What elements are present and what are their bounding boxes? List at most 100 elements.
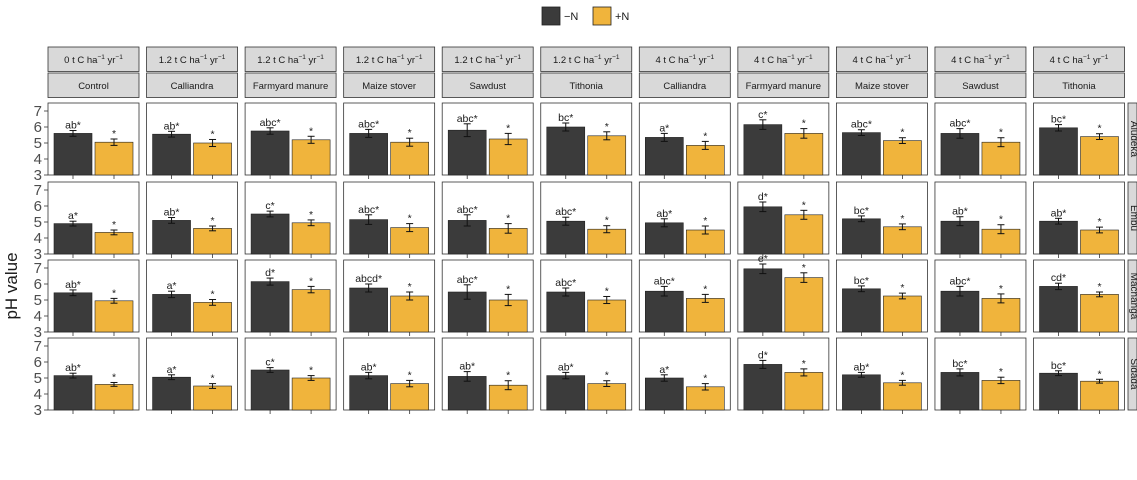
significance-label: * — [408, 281, 412, 293]
bar-minusN — [940, 372, 980, 411]
strip-rate-bg — [836, 46, 928, 72]
significance-label: * — [1097, 123, 1101, 135]
strip-treatment-label: Farmyard manure — [746, 81, 822, 92]
y-tick-label: 7 — [34, 103, 42, 120]
strip-site-label: Aludeka — [1128, 121, 1137, 158]
bar-minusN — [644, 377, 684, 411]
bar-minusN — [53, 223, 93, 255]
significance-label: * — [999, 283, 1003, 295]
bar-minusN — [349, 375, 388, 411]
bar-plusN — [587, 299, 627, 333]
y-tick-label: 6 — [34, 119, 42, 136]
strip-site-bg — [1127, 337, 1137, 411]
strip-treatment-label: Tithonia — [1062, 81, 1096, 92]
significance-label: ab* — [854, 361, 870, 373]
legend: −N +N — [541, 6, 629, 26]
bar-minusN — [1039, 372, 1078, 411]
significance-label: ab* — [164, 120, 180, 132]
bar-minusN — [743, 364, 783, 411]
significance-label: abc* — [851, 119, 872, 131]
strip-treatment-bg — [244, 72, 337, 98]
significance-label: d* — [758, 191, 768, 203]
bar-plusN — [1080, 229, 1119, 255]
significance-label: ab* — [65, 362, 81, 374]
significance-label: abc* — [260, 117, 281, 129]
significance-label: ab* — [952, 206, 968, 218]
bar-plusN — [193, 142, 232, 176]
significance-label: * — [1097, 216, 1101, 228]
bar-plusN — [94, 141, 134, 176]
significance-label: a* — [659, 122, 669, 134]
significance-label: ab* — [164, 207, 180, 219]
bar-minusN — [447, 376, 487, 411]
strip-treatment-bg — [638, 72, 731, 98]
strip-treatment-label: Sawdust — [469, 81, 506, 92]
strip-rate-bg — [540, 46, 633, 72]
significance-label: ab* — [459, 361, 475, 373]
significance-label: * — [506, 283, 510, 295]
significance-label: ab* — [65, 120, 81, 132]
strip-rate-label: 4 t C ha−1 yr−1 — [1050, 54, 1109, 66]
bar-plusN — [94, 300, 134, 333]
y-tick-label: 6 — [34, 198, 42, 215]
significance-label: abc* — [457, 204, 478, 216]
significance-label: abc* — [654, 275, 675, 287]
significance-label: bc* — [1051, 360, 1066, 372]
bar-minusN — [152, 220, 191, 255]
significance-label: * — [703, 130, 707, 142]
significance-label: abc* — [457, 274, 478, 286]
bar-minusN — [349, 133, 388, 176]
bar-minusN — [644, 290, 684, 333]
bar-minusN — [53, 292, 93, 333]
bar-plusN — [587, 135, 627, 176]
significance-label: * — [802, 262, 806, 274]
strip-rate-bg — [146, 46, 238, 72]
strip-rate-label: 1.2 t C ha−1 yr−1 — [553, 54, 620, 66]
legend-key-1 — [592, 6, 612, 26]
bar-plusN — [784, 372, 824, 411]
significance-label: a* — [659, 364, 669, 376]
strip-treatment-label: Calliandra — [663, 81, 706, 92]
significance-label: abc* — [358, 118, 379, 130]
legend-key-0 — [541, 6, 561, 26]
bar-plusN — [1080, 380, 1119, 411]
significance-label: * — [309, 125, 313, 137]
y-tick-label: 4 — [34, 308, 42, 325]
y-tick-label: 4 — [34, 386, 42, 403]
bar-minusN — [349, 287, 388, 333]
strip-rate-label: 0 t C ha−1 yr−1 — [64, 54, 123, 66]
significance-label: * — [1097, 281, 1101, 293]
significance-label: * — [605, 121, 609, 133]
y-tick-label: 5 — [34, 214, 42, 231]
bar-minusN — [546, 126, 586, 176]
strip-rate-label: 1.2 t C ha−1 yr−1 — [257, 54, 324, 66]
significance-label: * — [211, 128, 215, 140]
significance-label: * — [506, 213, 510, 225]
bar-minusN — [250, 213, 290, 255]
y-tick-label: 6 — [34, 276, 42, 293]
significance-label: * — [999, 366, 1003, 378]
strip-rate-bg — [244, 46, 337, 72]
significance-label: * — [999, 127, 1003, 139]
bar-plusN — [291, 139, 331, 176]
significance-label: * — [703, 373, 707, 385]
significance-label: * — [900, 127, 904, 139]
bar-minusN — [743, 268, 783, 333]
strip-treatment-label: Maize stover — [855, 81, 909, 92]
significance-label: * — [112, 287, 116, 299]
bar-minusN — [842, 218, 881, 255]
bar-plusN — [784, 133, 824, 176]
bar-minusN — [250, 281, 290, 333]
bar-minusN — [1039, 286, 1078, 333]
y-tick-label: 7 — [34, 338, 42, 355]
significance-label: abc* — [949, 118, 970, 130]
bar-minusN — [644, 222, 684, 255]
strip-site-bg — [1127, 102, 1137, 176]
bar-plusN — [193, 302, 232, 333]
strip-site-bg — [1127, 259, 1137, 333]
y-tick-label: 4 — [34, 230, 42, 247]
strip-treatment-label: Farmyard manure — [253, 81, 329, 92]
significance-label: ab* — [1051, 207, 1067, 219]
y-tick-label: 3 — [34, 402, 42, 419]
